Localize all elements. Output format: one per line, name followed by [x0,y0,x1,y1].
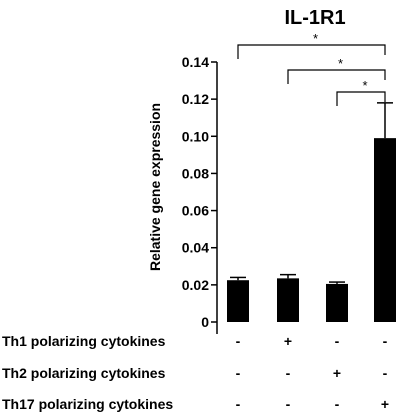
treatment-mark: + [284,333,292,349]
error-bar [377,102,393,139]
y-tick-label: 0.02 [182,277,209,293]
y-tick-label: 0.08 [182,165,209,181]
treatment-row-label: Th2 polarizing cytokines [2,365,166,381]
bar [277,278,299,322]
significance-bracket: * [336,78,386,106]
treatment-mark: - [286,396,291,412]
treatment-mark: - [335,333,340,349]
bar [374,138,396,322]
treatment-table: Th1 polarizing cytokines - + - - Th2 polarizi… [2,333,389,412]
treatment-mark: + [381,396,389,412]
significance-bracket: * [237,31,386,59]
y-tick-label: 0 [201,314,209,330]
treatment-mark: - [383,333,388,349]
y-tick-label: 0.14 [182,54,209,70]
treatment-mark: - [335,396,340,412]
treatment-mark: - [236,396,241,412]
bar [227,280,249,322]
error-bar [329,281,345,284]
y-axis-label: Relative gene expression [147,103,163,271]
significance-bracket: * [287,56,386,84]
error-bars [230,102,393,284]
treatment-mark: - [236,333,241,349]
treatment-row-label: Th17 polarizing cytokines [2,396,173,412]
chart-title: IL-1R1 [284,7,345,29]
treatment-row-label: Th1 polarizing cytokines [2,333,166,349]
treatment-mark: - [236,365,241,381]
error-bar [230,276,246,281]
y-axis-ticks: 0 0.02 0.04 0.06 0.08 0.10 0.12 0.14 [182,54,217,330]
bar [326,283,348,322]
significance-star: * [338,56,343,71]
significance-star: * [313,31,318,46]
treatment-mark: + [333,365,341,381]
significance-star: * [362,78,367,93]
bars [227,138,396,322]
y-tick-label: 0.06 [182,203,209,219]
treatment-mark: - [383,365,388,381]
y-tick-label: 0.04 [182,240,209,256]
y-tick-label: 0.10 [182,128,209,144]
treatment-mark: - [286,365,291,381]
y-tick-label: 0.12 [182,91,209,107]
error-bar [280,273,296,279]
significance-brackets: * * * [237,31,386,106]
